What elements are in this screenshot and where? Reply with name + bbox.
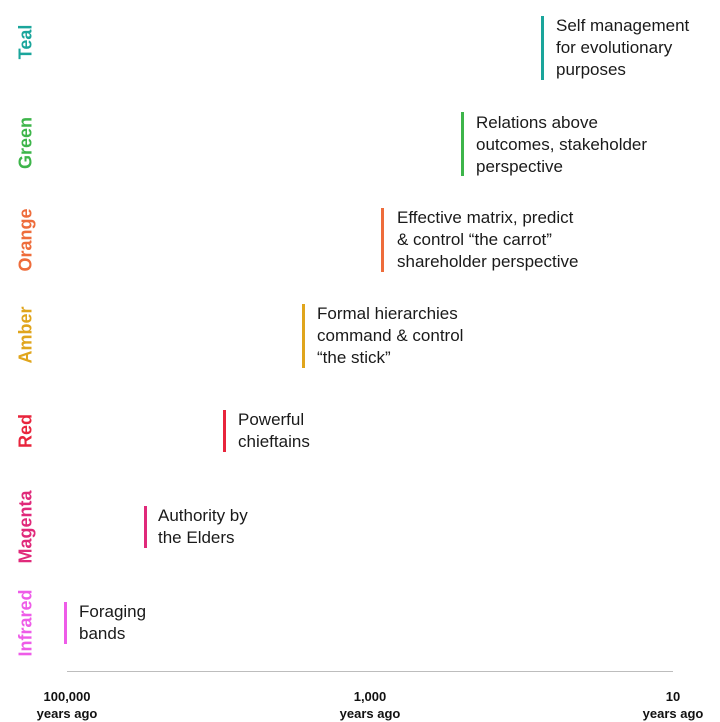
stage-bar-teal	[541, 16, 544, 80]
stage-label-infrared: Infrared	[15, 589, 36, 657]
stage-label-magenta: Magenta	[15, 490, 36, 564]
axis-tick-unit: years ago	[339, 706, 401, 721]
stage-bar-orange	[381, 208, 384, 272]
stage-description-amber: Formal hierarchies command & control “th…	[317, 304, 464, 367]
stage-bar-amber	[302, 304, 305, 368]
stage-label-red: Red	[15, 413, 36, 449]
axis-tick-unit: years ago	[36, 706, 98, 721]
stage-description-teal: Self management for evolutionary purpose…	[556, 16, 690, 79]
axis-tick-100000: 100,000 years ago	[12, 688, 122, 722]
axis-tick-1000: 1,000 years ago	[315, 688, 425, 722]
stage-bar-magenta	[144, 506, 147, 548]
stage-description-green: Relations above outcomes, stakeholder pe…	[476, 113, 648, 176]
stage-label-teal: Teal	[15, 24, 36, 60]
stage-description-magenta: Authority by the Elders	[158, 506, 248, 547]
stage-label-orange: Orange	[15, 208, 36, 272]
stage-bar-infrared	[64, 602, 67, 644]
stage-description-red: Powerful chieftains	[238, 410, 310, 451]
axis-tick-value: 10	[665, 689, 681, 704]
axis-tick-10: 10 years ago	[618, 688, 720, 722]
stage-label-amber: Amber	[15, 306, 36, 364]
stage-description-infrared: Foraging bands	[79, 602, 147, 643]
axis-tick-value: 1,000	[353, 689, 387, 704]
axis-tick-unit: years ago	[642, 706, 704, 721]
stage-label-green: Green	[15, 116, 36, 170]
stage-bar-green	[461, 112, 464, 176]
timeline-axis	[67, 671, 673, 672]
stage-bar-red	[223, 410, 226, 452]
axis-tick-value: 100,000	[43, 689, 91, 704]
stage-description-orange: Effective matrix, predict & control “the…	[397, 208, 579, 271]
